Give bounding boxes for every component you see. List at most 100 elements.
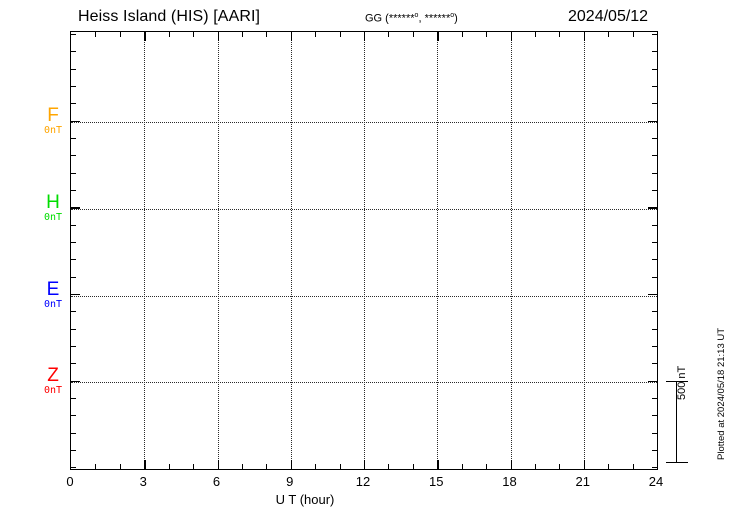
y-tick-minor	[71, 467, 76, 469]
y-tick-minor	[652, 189, 657, 191]
y-tick-minor	[652, 34, 657, 35]
y-tick-minor	[71, 137, 76, 139]
y-tick-minor	[652, 328, 657, 330]
x-tick-minor	[241, 464, 243, 469]
x-gridline	[144, 32, 146, 469]
x-gridline	[217, 32, 219, 469]
x-tick-minor	[412, 32, 414, 37]
y-tick-minor	[652, 397, 657, 399]
scale-bar-cap-bottom	[666, 461, 688, 463]
x-tick-minor	[193, 464, 195, 469]
geographic-coordinates: GG (******o, ******o)	[365, 12, 458, 25]
x-gridline	[583, 32, 585, 469]
x-tick-minor	[412, 464, 414, 469]
x-tick-minor	[461, 32, 463, 37]
x-tick-minor	[388, 464, 390, 469]
y-tick-minor	[71, 172, 76, 174]
x-tick-minor	[461, 464, 463, 469]
y-tick-minor	[71, 85, 76, 87]
y-tick-major	[648, 120, 657, 122]
y-tick-minor	[652, 363, 657, 365]
x-gridline	[364, 32, 365, 469]
y-tick-major	[71, 207, 80, 209]
x-tick-major	[290, 32, 293, 41]
x-tick-minor	[559, 464, 561, 469]
x-tick-minor	[95, 464, 97, 469]
x-tick-major	[144, 460, 146, 469]
y-tick-minor	[652, 241, 657, 243]
x-tick-label: 21	[575, 474, 590, 489]
x-tick-minor	[632, 464, 634, 469]
x-tick-minor	[388, 32, 390, 37]
component-label-h: H 0nT	[33, 193, 73, 224]
x-tick-major	[364, 460, 366, 469]
x-tick-major	[217, 460, 219, 469]
x-tick-major	[217, 32, 219, 41]
x-tick-major	[583, 32, 586, 41]
baseline-gridline-e	[71, 296, 657, 297]
component-glyph-f: F	[47, 105, 59, 126]
x-tick-major	[290, 460, 293, 469]
y-tick-minor	[71, 311, 76, 313]
component-glyph-h: H	[46, 192, 60, 213]
component-label-f: F 0nT	[33, 106, 73, 137]
y-tick-minor	[652, 85, 657, 87]
component-glyph-e: E	[46, 279, 60, 300]
y-tick-major	[648, 207, 657, 209]
y-tick-minor	[71, 328, 76, 330]
plotted-timestamp: Plotted at 2024/05/18 21:13 UT	[716, 327, 727, 460]
y-tick-minor	[71, 51, 76, 53]
x-tick-label: 15	[429, 474, 444, 489]
x-tick-major	[583, 460, 586, 469]
y-tick-major	[71, 380, 80, 382]
x-tick-label: 24	[648, 474, 664, 489]
gg-suffix: )	[454, 12, 458, 25]
y-tick-minor	[71, 103, 76, 105]
x-tick-minor	[315, 464, 317, 469]
component-unit-z: 0nT	[43, 385, 63, 396]
y-tick-minor	[71, 224, 76, 226]
y-tick-minor	[652, 415, 657, 417]
x-tick-major	[144, 32, 146, 41]
plot-area	[70, 31, 658, 470]
scale-bar	[666, 381, 688, 463]
x-tick-major	[510, 460, 512, 469]
x-tick-major	[437, 460, 439, 469]
x-tick-minor	[315, 32, 317, 37]
y-tick-minor	[71, 189, 76, 191]
x-gridline	[510, 32, 512, 469]
y-tick-minor	[71, 68, 76, 70]
x-tick-label: 18	[502, 474, 517, 489]
y-tick-minor	[652, 51, 657, 53]
gg-separator: ,	[418, 12, 425, 25]
gg-latitude: ******	[388, 12, 415, 25]
x-tick-minor	[486, 464, 488, 469]
y-tick-minor	[652, 345, 657, 347]
component-unit-h: 0nT	[43, 212, 63, 223]
degree-sign-lon: o	[450, 12, 455, 19]
y-tick-minor	[71, 415, 76, 417]
y-tick-minor	[652, 103, 657, 105]
y-tick-minor	[652, 311, 657, 313]
scale-bar-line	[676, 381, 678, 463]
component-label-e: E 0nT	[33, 280, 73, 311]
gg-longitude: ******	[424, 12, 451, 25]
x-gridline	[290, 32, 292, 469]
y-tick-minor	[652, 467, 657, 469]
x-tick-label: 6	[212, 474, 221, 489]
y-tick-minor	[71, 259, 76, 261]
x-tick-minor	[486, 32, 488, 37]
x-tick-minor	[168, 32, 170, 37]
observation-date: 2024/05/12	[568, 8, 649, 25]
scale-bar-label: 500 nT	[676, 365, 688, 400]
x-tick-label: 9	[286, 474, 294, 489]
y-tick-minor	[652, 449, 657, 451]
x-gridline	[437, 32, 439, 469]
x-tick-minor	[534, 32, 536, 37]
x-tick-minor	[559, 32, 561, 37]
y-tick-minor	[71, 345, 76, 347]
x-tick-minor	[266, 32, 268, 37]
station-title: Heiss Island (HIS) [AARI]	[78, 8, 261, 25]
x-tick-minor	[241, 32, 243, 37]
x-tick-minor	[266, 464, 268, 469]
